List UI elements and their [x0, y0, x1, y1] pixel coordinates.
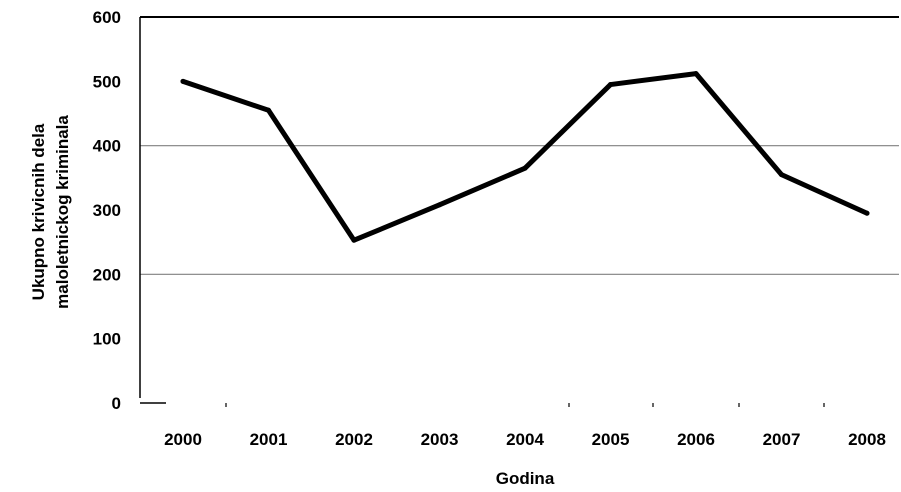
data-point-2008: [864, 210, 870, 216]
gridlines: [140, 145, 899, 275]
y-tick-label-300: 300: [93, 201, 121, 220]
x-tick-label-2000: 2000: [164, 430, 202, 449]
y-tick-label-200: 200: [93, 265, 121, 284]
y-tick-labels: 0 100 200 300 400 500 600: [93, 8, 121, 413]
data-point-2005: [608, 82, 613, 88]
data-point-2001: [266, 107, 271, 113]
y-axis-title-line-1: Ukupno krivicnih dela: [29, 123, 48, 300]
x-tick-label-2006: 2006: [677, 430, 715, 449]
axes: [139, 16, 899, 407]
x-tick-label-2007: 2007: [763, 430, 801, 449]
data-point-2002: [351, 237, 357, 243]
series-line-0: [180, 71, 870, 243]
series-group: [180, 71, 870, 243]
x-axis-title: Godina: [496, 469, 555, 488]
x-tick-label-2002: 2002: [335, 430, 373, 449]
data-point-2007: [779, 172, 784, 178]
data-point-2006: [693, 71, 699, 77]
data-point-2004: [522, 165, 528, 171]
data-point-2003: [437, 202, 442, 208]
data-point-2000: [180, 78, 186, 84]
x-tick-label-2003: 2003: [421, 430, 459, 449]
y-tick-label-100: 100: [93, 330, 121, 349]
x-tick-label-2001: 2001: [250, 430, 288, 449]
x-tick-label-2005: 2005: [592, 430, 630, 449]
y-tick-label-0: 0: [112, 394, 121, 413]
x-tick-labels: 2000 2001 2002 2003 2004 2005 2006 2007 2008: [164, 430, 886, 449]
x-tick-label-2008: 2008: [848, 430, 886, 449]
y-axis-title-line-2: maloletnickog kriminala: [53, 115, 72, 309]
y-tick-label-600: 600: [93, 8, 121, 27]
y-tick-label-500: 500: [93, 72, 121, 91]
y-tick-label-400: 400: [93, 137, 121, 156]
x-tick-label-2004: 2004: [506, 430, 544, 449]
